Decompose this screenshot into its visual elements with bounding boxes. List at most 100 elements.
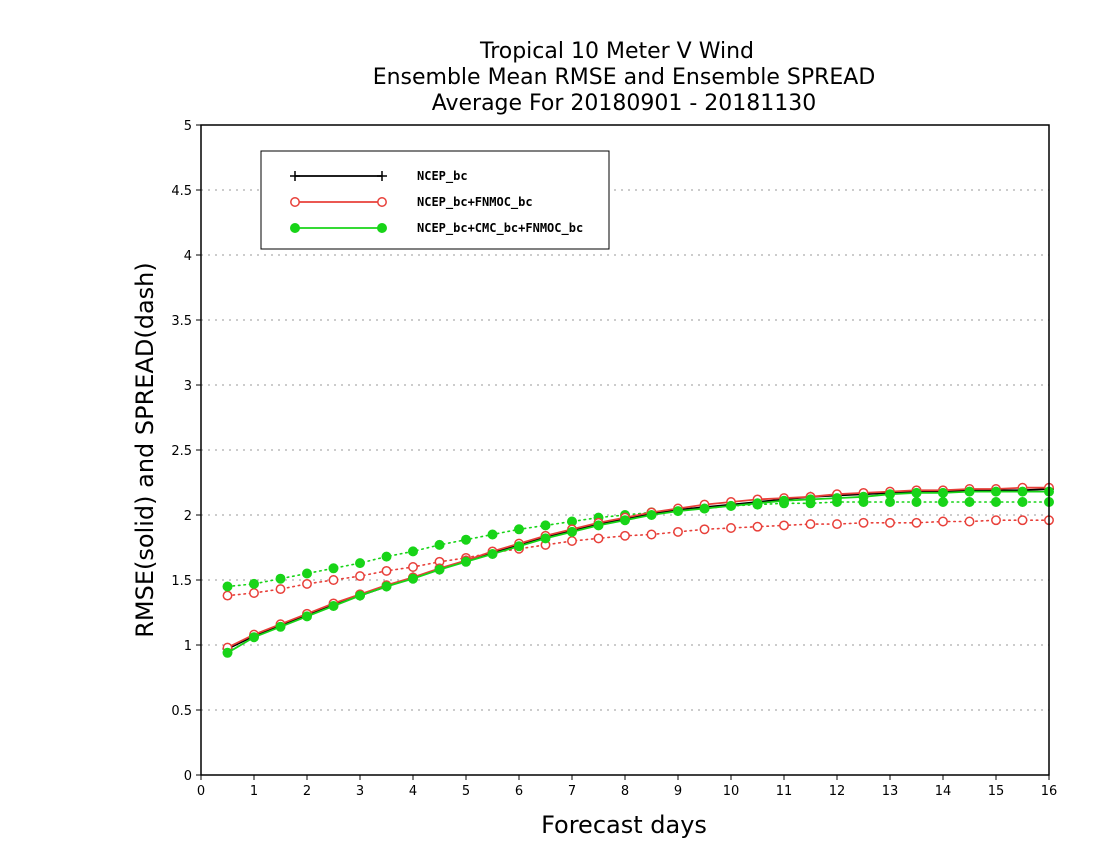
spread-point [249, 588, 259, 598]
rmse-point [540, 533, 551, 544]
rmse-point [911, 487, 922, 498]
legend-box [260, 150, 610, 250]
spread-point [752, 521, 763, 532]
rmse-point [991, 486, 1001, 497]
legend-marker [377, 197, 387, 207]
title-line-1: Tropical 10 Meter V Wind [479, 39, 754, 64]
rmse-point [964, 486, 975, 497]
spread-point [991, 497, 1001, 507]
rmse-series [222, 486, 1054, 658]
spread-point [964, 516, 975, 527]
x-tick-label: 5 [462, 784, 470, 799]
rmse-point [328, 601, 339, 611]
x-axis-label: Forecast days [541, 811, 707, 839]
x-tick-label: 6 [515, 784, 523, 799]
y-tick-label: 0.5 [171, 704, 192, 719]
legend-label: NCEP_bc+CMC_bc+FNMOC_bc [417, 221, 583, 236]
spread-point [355, 558, 365, 569]
legend-entry: NCEP_bc+FNMOC_bc [290, 195, 533, 210]
legend-entry: NCEP_bc [290, 169, 468, 184]
rmse-point [249, 632, 259, 643]
spread-point [699, 524, 710, 535]
spread-point [567, 536, 577, 546]
legend-marker [290, 171, 300, 181]
spread-point [593, 533, 604, 544]
spread-point [514, 524, 524, 535]
spread-series [222, 515, 1054, 601]
rmse-point [699, 503, 710, 514]
spread-point [885, 517, 895, 528]
spread-point [779, 520, 789, 531]
rmse-point [514, 541, 524, 552]
spread-point [381, 551, 392, 562]
spread-point [726, 523, 736, 533]
rmse-point [646, 510, 657, 520]
y-tick-label: 4 [184, 249, 192, 264]
spread-point [487, 529, 498, 540]
spread-point [222, 581, 233, 592]
spread-point [434, 539, 445, 550]
spread-point [858, 517, 869, 528]
y-axis-label: RMSE(solid) and SPREAD(dash) [131, 262, 159, 638]
title-line-3: Average For 20180901 - 20181130 [432, 91, 817, 116]
spread-point [381, 565, 392, 576]
rmse-point [302, 611, 312, 622]
spread-point [938, 497, 948, 507]
rmse-point [938, 487, 948, 498]
spread-point [355, 571, 365, 582]
y-tick-label: 2.5 [171, 444, 192, 459]
rmse-point [726, 500, 736, 511]
rmse-point [1017, 486, 1028, 497]
x-tick-label: 13 [882, 784, 899, 799]
gridlines [201, 189, 1049, 711]
spread-point [964, 497, 975, 507]
rmse-point [673, 506, 683, 517]
spread-point [991, 515, 1001, 526]
spread-point [1017, 497, 1028, 507]
x-tick-label: 12 [829, 784, 846, 799]
spread-point [911, 517, 922, 528]
y-tick-label: 2 [184, 509, 192, 524]
rmse-line [227, 486, 1049, 649]
x-tick-label: 14 [935, 784, 952, 799]
axis-ticks: 00.511.522.533.544.550 1 2 3 4 5 6 7 8 9 10 11 12 13 1… [171, 119, 1057, 799]
spread-point [1017, 515, 1028, 526]
x-tick-label: 0 [197, 784, 205, 799]
spread-point [275, 584, 286, 595]
x-tick-label: 3 [356, 784, 364, 799]
rmse-point [434, 564, 445, 575]
spread-point [222, 590, 233, 601]
x-tick-label: 10 [723, 784, 740, 799]
y-tick-label: 1.5 [171, 574, 192, 589]
x-tick-label: 11 [776, 784, 793, 799]
x-tick-label: 7 [568, 784, 576, 799]
rmse-line [227, 488, 1050, 650]
rmse-point [275, 621, 286, 632]
spread-point [540, 520, 551, 531]
rmse-point [355, 590, 365, 601]
spread-point [461, 534, 471, 545]
rmse-point [567, 526, 577, 537]
rmse-series [222, 484, 1054, 654]
rmse-point [593, 520, 604, 531]
rmse-point [381, 581, 392, 592]
x-tick-label: 8 [621, 784, 629, 799]
spread-point [620, 530, 630, 541]
y-tick-label: 4.5 [171, 184, 192, 199]
x-tick-label: 2 [303, 784, 311, 799]
spread-line [226, 519, 1050, 597]
plot-frame [200, 124, 1050, 776]
legend-label: NCEP_bc+FNMOC_bc [417, 195, 533, 210]
rmse-point [858, 491, 869, 502]
spread-point [938, 516, 948, 527]
legend-marker [290, 223, 300, 233]
legend-label: NCEP_bc [417, 169, 468, 184]
rmse-point [805, 494, 816, 505]
rmse-point [885, 489, 895, 500]
x-tick-label: 15 [988, 784, 1005, 799]
spread-point [302, 568, 312, 579]
spread-point [911, 497, 922, 507]
spread-point [646, 529, 657, 540]
series-lines [222, 482, 1054, 658]
y-tick-label: 3.5 [171, 314, 192, 329]
